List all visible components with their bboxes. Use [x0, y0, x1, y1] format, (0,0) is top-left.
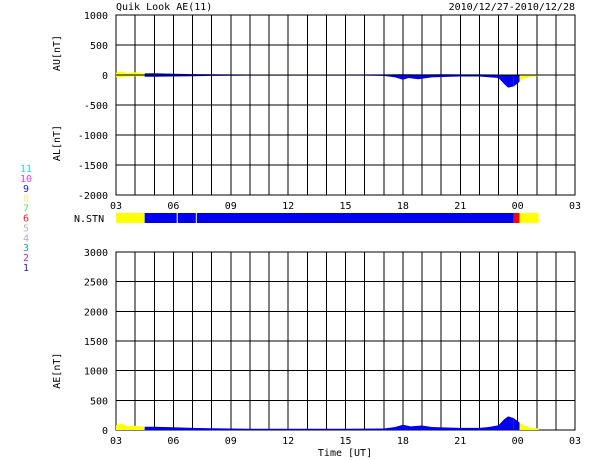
x-tick-label: 03 [569, 201, 581, 212]
x-tick-label: 00 [512, 436, 524, 447]
au-series-area [116, 71, 145, 75]
y-tick-label: -1000 [78, 131, 108, 142]
al-series-area [519, 75, 539, 82]
x-tick-label: 21 [454, 201, 466, 212]
legend-station-label: 10 [20, 174, 32, 185]
x-tick-label: 15 [339, 201, 351, 212]
x-tick-label: 15 [339, 436, 351, 447]
x-tick-label: 00 [512, 201, 524, 212]
legend-station-label: 2 [23, 253, 29, 264]
legend-station-label: 11 [20, 164, 32, 175]
x-axis-label: Time [UT] [318, 448, 372, 459]
station-bar-segment [513, 213, 520, 223]
date-range: 2010/12/27-2010/12/28 [449, 2, 575, 13]
y-tick-label: -1500 [78, 161, 108, 172]
station-bar-label: N.STN [74, 214, 104, 225]
legend-station-label: 9 [23, 184, 29, 195]
x-tick-label: 06 [167, 436, 179, 447]
ae-series-area [144, 416, 514, 430]
station-bar-segment [144, 213, 514, 223]
x-tick-label: 09 [225, 201, 237, 212]
legend-station-label: 4 [23, 233, 29, 244]
y-tick-label: 500 [90, 41, 108, 52]
x-tick-label: 06 [167, 201, 179, 212]
al-series-area [116, 75, 145, 78]
y-tick-label: 1500 [84, 337, 108, 348]
x-tick-label: 03 [110, 436, 122, 447]
x-tick-label: 12 [282, 201, 294, 212]
ae-series-area [519, 422, 539, 430]
legend-station-label: 5 [23, 223, 29, 234]
legend-station-label: 6 [23, 214, 29, 225]
chart-title: Quik Look AE(11) [116, 2, 212, 13]
x-tick-label: 18 [397, 201, 409, 212]
y-tick-label: -500 [84, 101, 108, 112]
x-tick-label: 09 [225, 436, 237, 447]
station-bar-segment [116, 213, 145, 223]
y-tick-label: 0 [102, 71, 108, 82]
x-tick-label: 18 [397, 436, 409, 447]
y-tick-label: 500 [90, 396, 108, 407]
station-bar-segment [519, 213, 539, 223]
x-tick-label: 03 [110, 201, 122, 212]
al-series-area [513, 75, 520, 87]
ae-series-area [513, 418, 520, 430]
y-tick-label: 2500 [84, 278, 108, 289]
x-tick-label: 21 [454, 436, 466, 447]
y-tick-label: -2000 [78, 191, 108, 202]
y-axis-label-al: AL[nT] [52, 125, 63, 161]
x-tick-label: 03 [569, 436, 581, 447]
legend-station-label: 3 [23, 243, 29, 254]
y-tick-label: 2000 [84, 307, 108, 318]
y-tick-label: 1000 [84, 367, 108, 378]
station-count-bar [116, 213, 539, 223]
y-tick-label: 1000 [84, 11, 108, 22]
x-tick-label: 12 [282, 436, 294, 447]
y-axis-label-au: AU[nT] [52, 35, 63, 71]
legend-station-label: 1 [23, 263, 29, 274]
ae-series-area [116, 423, 145, 430]
y-axis-label-ae: AE[nT] [52, 353, 63, 389]
legend-station-label: 8 [23, 194, 29, 205]
legend-station-label: 7 [23, 204, 29, 215]
y-tick-label: 0 [102, 426, 108, 437]
al-series-area [144, 75, 514, 88]
panel-frame [115, 14, 576, 196]
y-tick-label: 3000 [84, 248, 108, 259]
